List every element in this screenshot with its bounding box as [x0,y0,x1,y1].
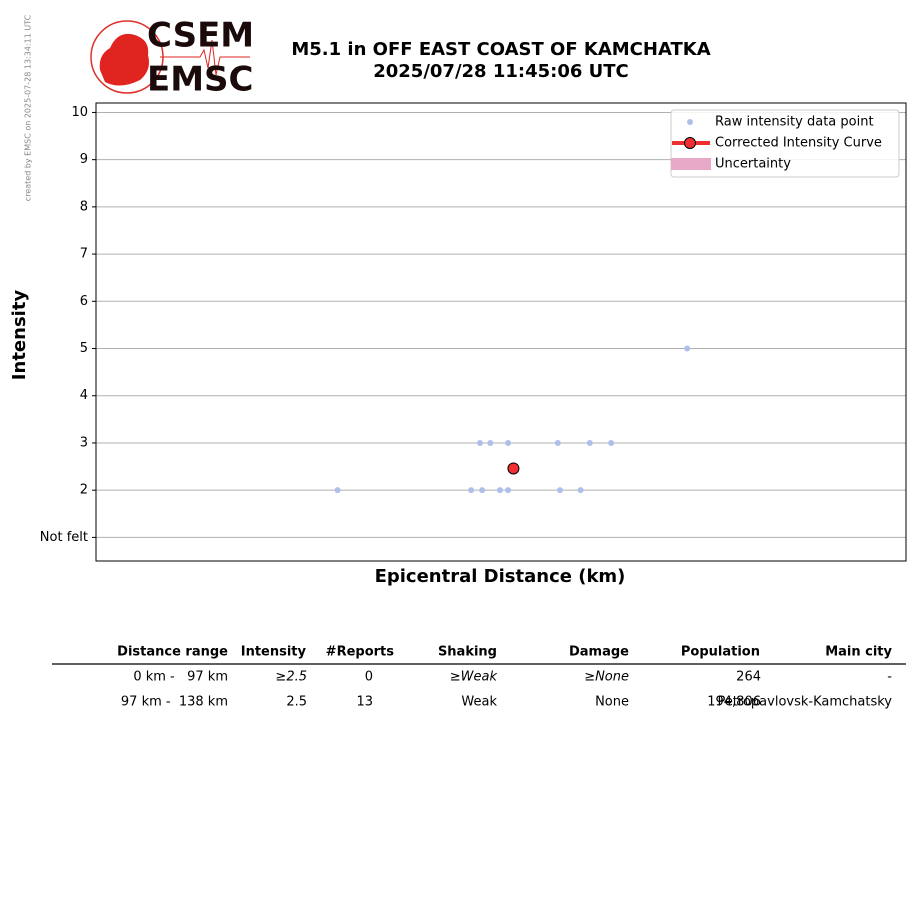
table-cell: 0 km - 97 km [133,670,228,685]
raw-point [487,439,494,446]
legend-swatch [684,137,696,149]
y-tick-label: 3 [80,435,88,450]
chart-subtitle: 2025/07/28 11:45:06 UTC [373,61,629,82]
logo-wave [160,39,250,76]
y-tick-label: 2 [80,483,88,498]
logo-map [99,33,149,86]
table-cell: 2.5 [286,695,307,710]
credit: created by EMSC on 2025-07-28 13:34:11 U… [24,14,33,201]
table-cell: ≥None [584,670,629,685]
raw-point [479,487,486,494]
table-header: Shaking [438,645,497,660]
logo-bottom: EMSC [147,60,254,100]
legend-label: Corrected Intensity Curve [715,136,882,151]
y-tick-label: 9 [80,152,88,167]
y-tick-label: 4 [80,388,88,403]
legend-swatch [687,119,693,125]
y-axis-label: Intensity [9,290,30,381]
table-cell: Weak [461,695,497,710]
raw-point [477,439,484,446]
legend-label: Raw intensity data point [715,115,874,130]
logo-top: CSEM [147,16,254,56]
raw-point [496,487,503,494]
raw-point [554,439,561,446]
y-tick-label: 7 [80,247,88,262]
table-cell: - [887,670,892,685]
table-cell: Petropavlovsk-Kamchatsky [717,695,892,710]
plot: Not felt 2 3 4 5 6 7 8 9 10 Raw intensity data poi… [40,102,907,562]
y-tick-label: 6 [80,294,88,309]
logo: CSEM EMSC [90,16,254,100]
y-tick-label: 5 [80,341,88,356]
table-header: Intensity [241,645,307,660]
table-header: Damage [569,645,629,660]
raw-point [577,487,584,494]
chart-title: M5.1 in OFF EAST COAST OF KAMCHATKA [291,39,710,60]
table-cell: 194,806 [707,695,761,710]
table-cell: 97 km - 138 km [121,695,228,710]
y-tick-label: Not felt [40,530,88,545]
legend-swatch [671,158,711,170]
raw-point [556,487,563,494]
table-cell: ≥2.5 [275,670,307,685]
raw-point [586,439,593,446]
table-cell: ≥Weak [450,670,498,685]
legend-label: Uncertainty [715,157,791,172]
table-cell: 264 [736,670,761,685]
x-axis-label: Epicentral Distance (km) [375,566,626,587]
corrected-point [507,462,520,475]
table: Distance range Intensity #Reports Shakin… [117,645,892,710]
table-header: Population [681,645,760,660]
y-tick-label: 10 [71,105,88,120]
raw-point [468,487,475,494]
table-cell: 13 [356,695,373,710]
raw-point [505,439,512,446]
raw-point [608,439,615,446]
plot-frame [95,102,907,562]
raw-point [684,345,691,352]
raw-point [334,487,341,494]
y-tick-label: 8 [80,199,88,214]
table-cell: None [595,695,629,710]
table-header: Main city [825,645,892,660]
table-header: Distance range [117,645,228,660]
legend-box [670,109,900,178]
raw-point [505,487,512,494]
table-cell: 0 [365,670,373,685]
table-header: #Reports [326,645,395,660]
